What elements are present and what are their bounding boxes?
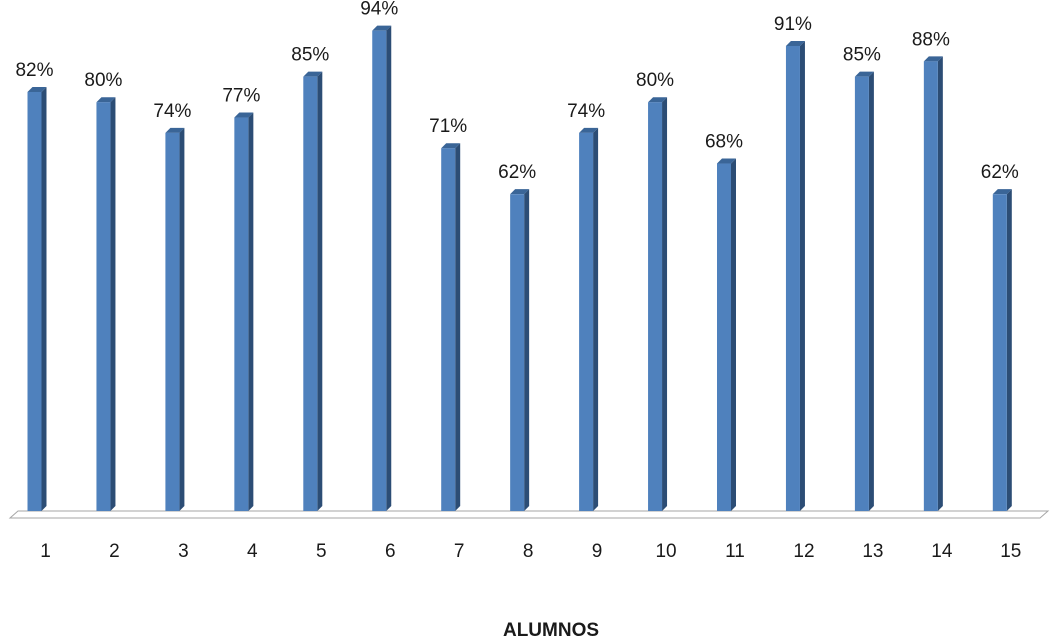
- bar-9: [579, 127, 599, 512]
- x-tick-label: 9: [592, 541, 603, 562]
- bar-top: [441, 143, 461, 149]
- bar-side: [868, 71, 874, 512]
- bar-5: [303, 71, 323, 512]
- bar-top: [648, 97, 668, 103]
- x-tick-label: 10: [655, 541, 676, 562]
- bar-7: [441, 143, 461, 511]
- x-tick-label: 8: [523, 541, 534, 562]
- bar-side: [524, 189, 530, 511]
- bar-side: [386, 25, 392, 511]
- bar-side: [662, 97, 668, 511]
- bar-side: [179, 127, 185, 512]
- bar-top: [234, 112, 254, 118]
- bar-side: [317, 71, 323, 512]
- data-label: 62%: [981, 162, 1019, 183]
- data-label: 85%: [843, 45, 881, 66]
- bar-side: [593, 127, 599, 512]
- data-label: 82%: [15, 60, 53, 81]
- x-tick-label: 4: [247, 541, 258, 562]
- bar-top: [96, 97, 116, 103]
- bar-3: [165, 127, 185, 512]
- bar-top: [854, 71, 874, 77]
- data-label: 80%: [636, 70, 674, 91]
- data-label: 71%: [429, 116, 467, 137]
- x-tick-label: 12: [793, 541, 814, 562]
- bar-side: [1006, 189, 1012, 511]
- data-label: 85%: [291, 45, 329, 66]
- bar-top: [27, 86, 47, 92]
- bar-top: [372, 25, 392, 31]
- bar-6: [372, 25, 392, 511]
- bar-front: [441, 148, 456, 511]
- bar-front: [510, 194, 525, 511]
- bar-front: [96, 102, 111, 511]
- data-label: 68%: [705, 132, 743, 153]
- bar-10: [648, 97, 668, 511]
- bar-side: [455, 143, 461, 511]
- x-tick-label: 6: [385, 541, 396, 562]
- bar-top: [785, 40, 805, 46]
- bar-side: [41, 86, 47, 511]
- bar-front: [303, 76, 318, 512]
- bar-15: [992, 189, 1012, 511]
- bar-side: [937, 56, 943, 511]
- bar-4: [234, 112, 254, 511]
- data-label: 91%: [774, 14, 812, 35]
- bar-top: [923, 56, 943, 62]
- x-axis-title: ALUMNOS: [503, 620, 599, 639]
- x-tick-label: 5: [316, 541, 327, 562]
- x-tick-label: 13: [862, 541, 883, 562]
- floor-plane: [8, 510, 1050, 519]
- bar-front: [923, 61, 938, 511]
- bar-front: [717, 163, 731, 511]
- bar-top: [165, 127, 185, 133]
- x-tick-label: 7: [454, 541, 465, 562]
- data-label: 74%: [567, 101, 605, 122]
- bar-top: [303, 71, 323, 77]
- bar-front: [234, 117, 249, 511]
- x-tick-label: 14: [931, 541, 953, 562]
- data-labels: 82% 80% 74% 77% 85% 94% 71% 62% 74% 80% 68% 91% 85% 8…: [15, 0, 1018, 183]
- x-tick-label: 11: [725, 541, 745, 562]
- bar-front: [165, 132, 180, 512]
- chart-floor: [8, 510, 1050, 519]
- bar-2: [96, 97, 116, 511]
- bar-side: [731, 158, 736, 511]
- bar-front: [648, 102, 663, 511]
- bar-front: [992, 194, 1007, 511]
- bar-side: [799, 40, 805, 512]
- bar-side: [248, 112, 254, 511]
- bar-front: [854, 76, 869, 512]
- data-label: 77%: [222, 86, 260, 107]
- bar-8: [510, 189, 530, 511]
- bar-top: [717, 158, 736, 164]
- bar-12: [785, 40, 805, 512]
- x-tick-label: 3: [178, 541, 189, 562]
- bar-13: [854, 71, 874, 512]
- bar-series: [27, 25, 1012, 512]
- bar-front: [27, 91, 42, 511]
- x-tick-label: 1: [40, 541, 51, 562]
- data-label: 88%: [912, 29, 950, 50]
- x-axis-tick-labels: 1 2 3 4 5 6 7 8 9 10 11 12 13 14 15: [40, 541, 1021, 562]
- bar-front: [372, 30, 387, 511]
- bar-side: [110, 97, 116, 511]
- bar-front: [579, 132, 594, 512]
- bar-11: [717, 158, 736, 511]
- data-label: 80%: [84, 70, 122, 91]
- bar-front: [785, 45, 800, 512]
- x-tick-label: 2: [109, 541, 120, 562]
- bar-top: [992, 189, 1012, 195]
- data-label: 62%: [498, 162, 536, 183]
- bar-top: [510, 189, 530, 195]
- data-label: 74%: [153, 101, 191, 122]
- x-tick-label: 15: [1000, 541, 1021, 562]
- bar-top: [579, 127, 599, 133]
- bar-1: [27, 86, 47, 511]
- bar-14: [923, 56, 943, 511]
- data-label: 94%: [360, 0, 398, 20]
